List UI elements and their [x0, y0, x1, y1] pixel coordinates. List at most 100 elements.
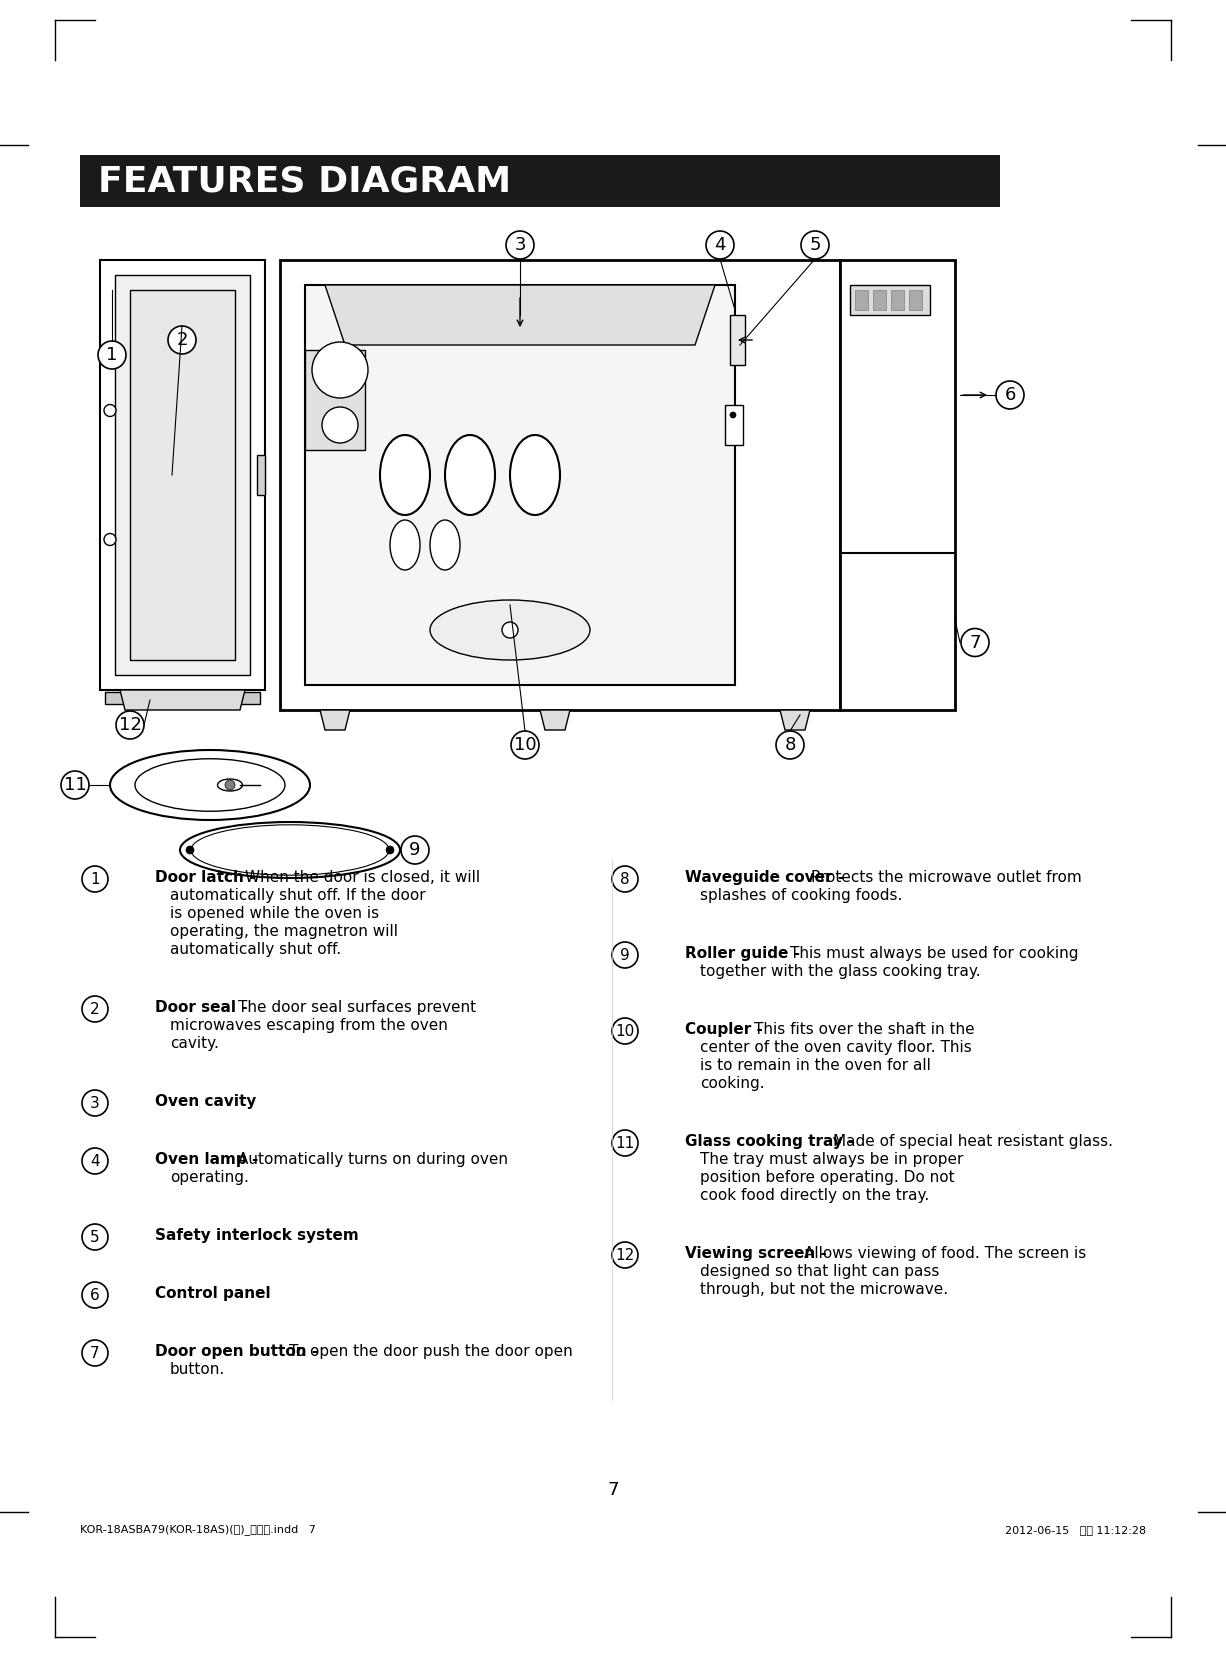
Circle shape [511, 731, 539, 759]
Text: is to remain in the oven for all: is to remain in the oven for all [700, 1059, 931, 1074]
Text: Protects the microwave outlet from: Protects the microwave outlet from [812, 870, 1083, 885]
Ellipse shape [445, 436, 495, 515]
Text: Allows viewing of food. The screen is: Allows viewing of food. The screen is [804, 1246, 1086, 1261]
Circle shape [322, 408, 358, 442]
Text: operating.: operating. [170, 1170, 249, 1185]
Bar [908, 290, 922, 310]
Text: 6: 6 [1004, 386, 1015, 404]
Circle shape [226, 780, 235, 790]
Text: To open the door push the door open: To open the door push the door open [288, 1344, 573, 1359]
Circle shape [311, 341, 368, 398]
Bar [257, 456, 265, 495]
Text: 2: 2 [177, 331, 188, 350]
Bar [725, 404, 743, 446]
Text: 10: 10 [514, 736, 536, 754]
Circle shape [61, 771, 89, 799]
Circle shape [612, 941, 638, 968]
Text: designed so that light can pass: designed so that light can pass [700, 1264, 939, 1279]
Text: KOR-18ASBA79(KOR-18AS)(영)_규격용.indd   7: KOR-18ASBA79(KOR-18AS)(영)_규격용.indd 7 [80, 1524, 316, 1536]
Bar [840, 260, 955, 709]
Text: 9: 9 [409, 842, 421, 858]
Polygon shape [539, 709, 570, 731]
Circle shape [116, 711, 143, 739]
Circle shape [612, 1243, 638, 1268]
Circle shape [729, 413, 736, 418]
Text: Roller guide -: Roller guide - [685, 946, 801, 961]
Text: Waveguide cover -: Waveguide cover - [685, 870, 845, 885]
Circle shape [501, 621, 519, 638]
Circle shape [104, 404, 116, 416]
Circle shape [801, 230, 829, 258]
Text: automatically shut off. If the door: automatically shut off. If the door [170, 888, 425, 903]
Text: Door open button -: Door open button - [154, 1344, 319, 1359]
Text: 3: 3 [514, 235, 526, 254]
Text: Door latch -: Door latch - [154, 870, 255, 885]
Circle shape [612, 1017, 638, 1044]
Circle shape [82, 1148, 108, 1175]
Bar [101, 260, 265, 689]
Circle shape [776, 731, 804, 759]
Text: 7: 7 [607, 1481, 619, 1500]
Text: through, but not the microwave.: through, but not the microwave. [700, 1283, 948, 1297]
Text: splashes of cooking foods.: splashes of cooking foods. [700, 888, 902, 903]
Text: button.: button. [170, 1362, 226, 1377]
Text: 11: 11 [615, 1135, 635, 1150]
Circle shape [98, 341, 126, 370]
Bar [105, 693, 260, 704]
Circle shape [506, 230, 535, 258]
Text: Made of special heat resistant glass.: Made of special heat resistant glass. [832, 1133, 1113, 1148]
Circle shape [612, 1130, 638, 1157]
Text: 3: 3 [91, 1095, 99, 1110]
Ellipse shape [380, 436, 430, 515]
Text: 4: 4 [91, 1153, 99, 1168]
Bar [305, 350, 365, 451]
Text: Safety interlock system: Safety interlock system [154, 1228, 359, 1243]
Bar [280, 260, 840, 709]
Ellipse shape [390, 520, 421, 570]
Polygon shape [325, 285, 715, 345]
Text: The door seal surfaces prevent: The door seal surfaces prevent [238, 1001, 477, 1016]
Circle shape [401, 837, 429, 863]
Circle shape [706, 230, 734, 258]
Ellipse shape [510, 436, 560, 515]
Text: 1: 1 [107, 346, 118, 365]
Text: 1: 1 [91, 872, 99, 886]
Circle shape [82, 1341, 108, 1365]
Text: Control panel: Control panel [154, 1286, 271, 1301]
Text: When the door is closed, it will: When the door is closed, it will [245, 870, 481, 885]
Text: This fits over the shaft in the: This fits over the shaft in the [754, 1022, 975, 1037]
Text: 12: 12 [119, 716, 141, 734]
Circle shape [82, 1283, 108, 1307]
Ellipse shape [430, 600, 590, 659]
Circle shape [186, 847, 194, 853]
Text: 10: 10 [615, 1024, 635, 1039]
Text: Viewing screen -: Viewing screen - [685, 1246, 826, 1261]
Text: operating, the magnetron will: operating, the magnetron will [170, 925, 398, 940]
Bar [855, 290, 868, 310]
Polygon shape [780, 709, 810, 731]
Text: position before operating. Do not: position before operating. Do not [700, 1170, 955, 1185]
Text: 7: 7 [91, 1345, 99, 1360]
Text: FEATURES DIAGRAM: FEATURES DIAGRAM [98, 164, 511, 197]
Text: Oven cavity: Oven cavity [154, 1094, 256, 1109]
Bar [891, 290, 904, 310]
Text: 7: 7 [970, 633, 981, 651]
Text: 6: 6 [91, 1287, 99, 1302]
Polygon shape [320, 709, 349, 731]
Text: 9: 9 [620, 948, 630, 963]
Text: Glass cooking tray -: Glass cooking tray - [685, 1133, 855, 1148]
Bar [115, 275, 250, 674]
Text: together with the glass cooking tray.: together with the glass cooking tray. [700, 964, 981, 979]
Text: 2: 2 [91, 1001, 99, 1016]
Text: 11: 11 [64, 775, 86, 794]
Text: 8: 8 [620, 872, 630, 886]
Ellipse shape [430, 520, 460, 570]
Text: Oven lamp -: Oven lamp - [154, 1152, 259, 1167]
Text: 5: 5 [91, 1229, 99, 1244]
Circle shape [168, 326, 196, 355]
Text: Coupler -: Coupler - [685, 1022, 763, 1037]
Circle shape [82, 996, 108, 1022]
Text: 5: 5 [809, 235, 820, 254]
Text: Door seal -: Door seal - [154, 1001, 248, 1016]
Bar [850, 285, 931, 315]
